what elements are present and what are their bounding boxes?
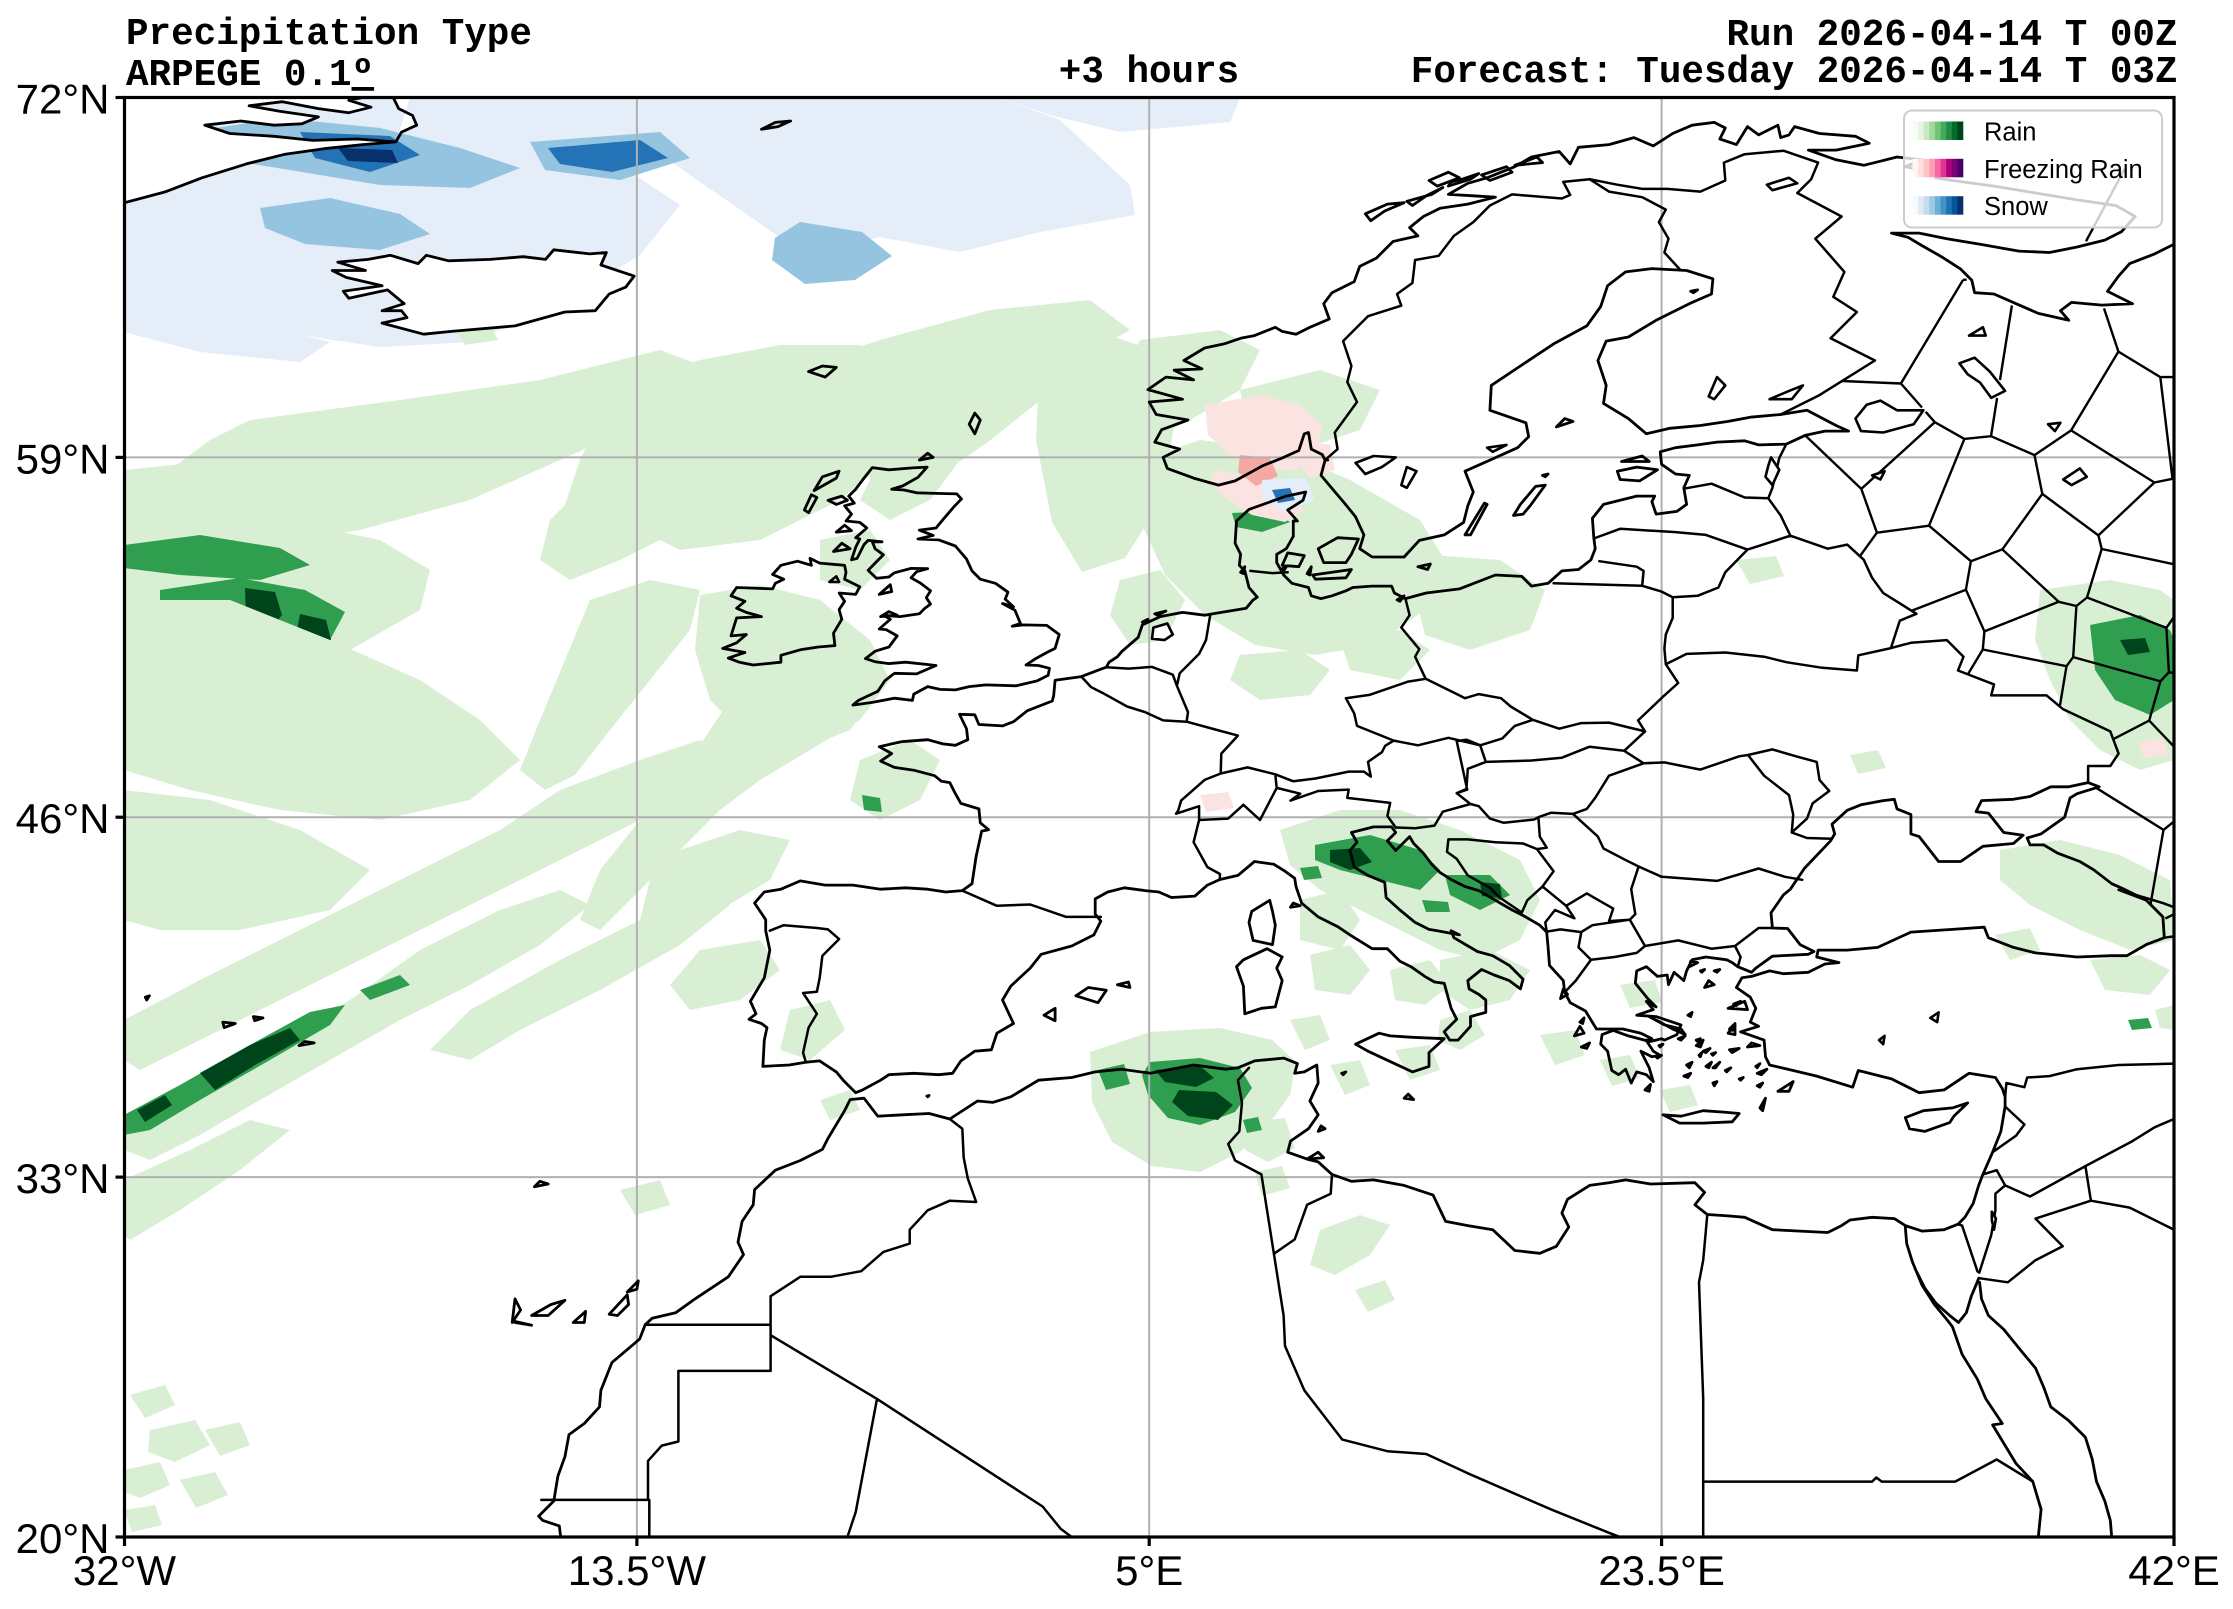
svg-text:Freezing Rain: Freezing Rain — [1984, 156, 2143, 184]
svg-text:+3 hours: +3 hours — [1059, 52, 1239, 94]
svg-text:20°N: 20°N — [16, 1515, 110, 1562]
svg-text:13.5°W: 13.5°W — [568, 1547, 707, 1594]
svg-text:Snow: Snow — [1984, 193, 2048, 221]
svg-text:32°W: 32°W — [73, 1547, 177, 1594]
svg-text:72°N: 72°N — [16, 76, 110, 123]
svg-text:33°N: 33°N — [16, 1155, 110, 1202]
svg-text:23.5°E: 23.5°E — [1598, 1547, 1725, 1594]
svg-text:Precipitation Type: Precipitation Type — [126, 14, 532, 56]
svg-text:59°N: 59°N — [16, 435, 110, 482]
svg-text:42°E: 42°E — [2128, 1547, 2220, 1594]
svg-text:Run 2026-04-14 T 00Z: Run 2026-04-14 T 00Z — [1726, 15, 2177, 57]
svg-text:Rain: Rain — [1984, 119, 2036, 147]
svg-text:46°N: 46°N — [16, 795, 110, 842]
svg-text:Forecast: Tuesday 2026-04-14 T: Forecast: Tuesday 2026-04-14 T 03Z — [1411, 52, 2178, 94]
svg-text:ARPEGE 0.1º: ARPEGE 0.1º — [126, 55, 374, 97]
svg-text:5°E: 5°E — [1115, 1547, 1183, 1594]
